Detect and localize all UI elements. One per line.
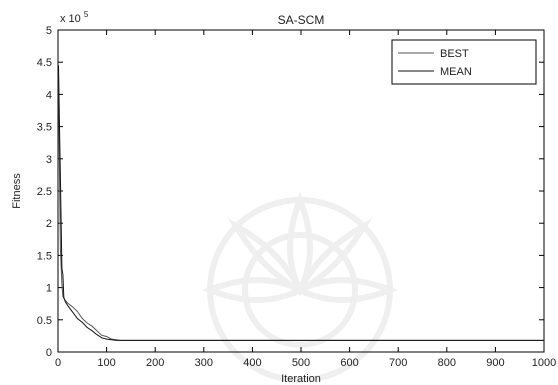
y-tick-label: 0.5 <box>37 315 52 327</box>
y-tick-label: 1 <box>46 283 52 295</box>
y-tick-label: 2.5 <box>37 186 52 198</box>
x-tick-label: 0 <box>55 357 61 369</box>
y-axis-label: Fitness <box>11 173 23 209</box>
chart-title: SA-SCM <box>278 13 325 27</box>
x-tick-label: 300 <box>195 357 213 369</box>
x-tick-label: 100 <box>97 357 115 369</box>
x-tick-label: 900 <box>486 357 504 369</box>
y-tick-label: 3.5 <box>37 122 52 134</box>
x-tick-label: 200 <box>146 357 164 369</box>
y-scale-exponent: 5 <box>84 10 89 19</box>
legend-label-mean: MEAN <box>440 66 472 78</box>
y-tick-label: 5 <box>46 25 52 37</box>
y-scale-base: x 10 <box>60 13 81 25</box>
legend-label-best: BEST <box>440 48 469 60</box>
x-axis-label: Iteration <box>281 373 321 385</box>
x-tick-label: 600 <box>340 357 358 369</box>
x-tick-label: 500 <box>292 357 310 369</box>
y-tick-label: 4.5 <box>37 57 52 69</box>
y-tick-label: 1.5 <box>37 250 52 262</box>
x-tick-label: 400 <box>243 357 261 369</box>
x-tick-label: 1000 <box>532 357 556 369</box>
y-tick-label: 2 <box>46 218 52 230</box>
series-line-mean <box>58 65 544 341</box>
y-scale-multiplier: x 10 5 <box>60 10 89 25</box>
x-tick-label: 700 <box>389 357 407 369</box>
x-tick-label: 800 <box>438 357 456 369</box>
legend: BEST MEAN <box>391 39 537 85</box>
y-tick-label: 3 <box>46 154 52 166</box>
seal-watermark <box>201 191 399 383</box>
y-tick-label: 4 <box>46 89 52 101</box>
legend-box <box>391 39 537 85</box>
series-layer <box>58 65 544 341</box>
axis-ticks: 0 100 200 300 400 500 600 700 800 900 1000 0 0.5 1 1.5… <box>37 25 557 369</box>
y-tick-label: 0 <box>46 347 52 359</box>
series-line-best <box>58 71 544 341</box>
